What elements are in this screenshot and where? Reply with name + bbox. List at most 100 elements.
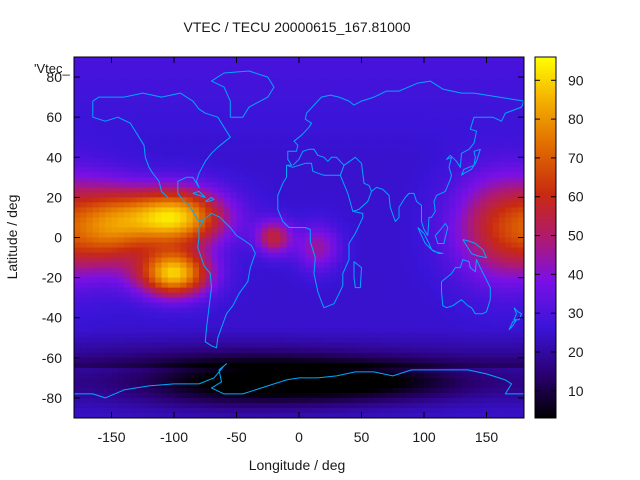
heatmap-cell [80,287,88,294]
heatmap-cell [349,217,356,224]
heatmap-cell [392,282,400,289]
heatmap-cell [249,132,256,138]
heatmap-cell [292,97,300,103]
heatmap-cell [205,147,213,153]
heatmap-cell [380,67,388,73]
heatmap-cell [142,207,150,214]
heatmap-cell [124,282,131,289]
heatmap-cell [380,272,388,279]
heatmap-cell [399,207,406,214]
heatmap-cell [117,392,125,399]
heatmap-cell [361,57,369,63]
heatmap-cell [167,277,175,284]
heatmap-cell [186,317,194,324]
heatmap-cell [199,292,206,299]
heatmap-cell [199,57,206,63]
heatmap-cell [161,362,169,369]
heatmap-cell [330,157,338,163]
heatmap-cell [349,387,356,394]
heatmap-cell [255,277,263,284]
heatmap-cell [255,362,263,369]
heatmap-cell [111,312,119,319]
heatmap-cell [517,282,524,289]
heatmap-cell [217,302,225,309]
heatmap-cell [236,102,244,108]
heatmap-cell [380,252,388,259]
heatmap-cell [355,382,363,389]
heatmap-cell [299,182,306,188]
heatmap-cell [192,257,200,264]
heatmap-cell [317,177,325,183]
heatmap-cell [86,147,94,153]
heatmap-cell [267,102,275,108]
heatmap-cell [92,392,100,399]
heatmap-cell [486,142,494,148]
heatmap-cell [436,357,444,364]
heatmap-cell [286,72,294,78]
heatmap-cell [111,317,119,324]
heatmap-cell [80,257,88,264]
heatmap-cell [155,117,163,123]
heatmap-cell [317,87,325,93]
heatmap-cell [86,92,94,98]
heatmap-cell [174,342,181,349]
heatmap-cell [117,307,125,314]
heatmap-cell [211,142,219,148]
heatmap-cell [249,147,256,153]
heatmap-cell [392,327,400,334]
heatmap-cell [442,302,450,309]
heatmap-cell [167,97,175,103]
heatmap-cell [511,392,519,399]
heatmap-cell [124,62,131,68]
heatmap-cell [405,292,413,299]
heatmap-cell [149,77,156,83]
heatmap-cell [211,157,219,163]
heatmap-cell [336,287,344,294]
heatmap-cell [292,202,300,209]
heatmap-cell [480,187,488,193]
heatmap-cell [342,107,350,113]
heatmap-cell [436,287,444,294]
heatmap-cell [199,67,206,73]
heatmap-cell [274,282,281,289]
heatmap-cell [74,357,81,364]
heatmap-cell [180,77,188,83]
heatmap-cell [80,197,88,203]
heatmap-cell [261,72,269,78]
heatmap-cell [286,302,294,309]
heatmap-cell [124,237,131,244]
heatmap-cell [492,392,500,399]
heatmap-cell [449,222,456,229]
heatmap-cell [392,237,400,244]
heatmap-cell [161,112,169,118]
heatmap-cell [130,142,138,148]
heatmap-cell [155,192,163,198]
heatmap-cell [424,297,431,304]
heatmap-cell [392,257,400,264]
heatmap-cell [449,92,456,98]
heatmap-cell [292,232,300,239]
heatmap-cell [386,222,394,229]
heatmap-cell [455,177,463,183]
heatmap-cell [399,97,406,103]
heatmap-cell [505,287,513,294]
heatmap-cell [455,62,463,68]
heatmap-cell [349,277,356,284]
heatmap-cell [311,377,319,384]
heatmap-cell [330,247,338,254]
heatmap-cell [174,227,181,234]
heatmap-cell [86,132,94,138]
heatmap-cell [455,292,463,299]
heatmap-cell [299,317,306,324]
heatmap-cell [274,312,281,319]
heatmap-cell [161,342,169,349]
heatmap-cell [267,352,275,359]
heatmap-cell [105,57,113,63]
heatmap-cell [186,342,194,349]
heatmap-cell [261,207,269,214]
heatmap-cell [236,167,244,173]
heatmap-cell [424,142,431,148]
heatmap-cell [180,332,188,339]
heatmap-cell [305,117,313,123]
